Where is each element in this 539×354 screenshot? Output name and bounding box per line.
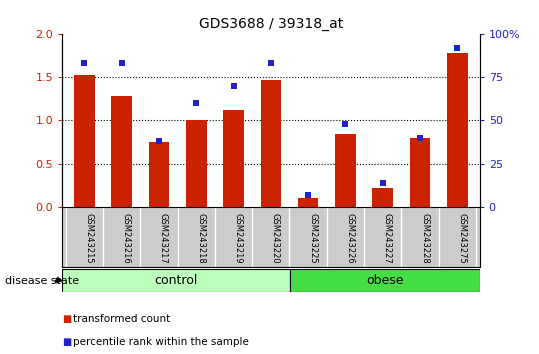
Point [453, 45, 461, 50]
Bar [112, 96, 132, 207]
Point [304, 192, 313, 198]
Point [416, 135, 424, 141]
Point [80, 60, 89, 66]
Text: percentile rank within the sample: percentile rank within the sample [73, 337, 248, 347]
Text: GSM243219: GSM243219 [233, 213, 243, 264]
Text: GSM243227: GSM243227 [383, 213, 392, 264]
Point [266, 60, 275, 66]
Point [341, 121, 350, 127]
Bar [260, 80, 281, 207]
Title: GDS3688 / 39318_at: GDS3688 / 39318_at [199, 17, 343, 31]
Text: disease state: disease state [5, 275, 80, 286]
Bar [186, 120, 206, 207]
Text: GSM243225: GSM243225 [308, 213, 317, 264]
Bar [74, 75, 95, 207]
Bar [447, 53, 468, 207]
Text: GSM243220: GSM243220 [271, 213, 280, 264]
Text: ■: ■ [62, 314, 71, 324]
Point [229, 83, 238, 88]
Text: GSM243218: GSM243218 [196, 213, 205, 264]
Text: GSM243228: GSM243228 [420, 213, 429, 264]
Text: GSM243217: GSM243217 [159, 213, 168, 264]
Bar [149, 142, 169, 207]
Point [118, 60, 126, 66]
Point [378, 180, 387, 185]
Text: GSM243275: GSM243275 [457, 213, 466, 264]
Text: transformed count: transformed count [73, 314, 170, 324]
Bar [372, 188, 393, 207]
Text: ■: ■ [62, 337, 71, 347]
Bar [290, 269, 480, 292]
Text: GSM243215: GSM243215 [85, 213, 93, 264]
Bar [62, 269, 290, 292]
Text: GSM243226: GSM243226 [345, 213, 355, 264]
Bar [410, 138, 430, 207]
Text: control: control [154, 274, 198, 287]
Point [155, 138, 163, 144]
Bar [223, 110, 244, 207]
Bar [298, 198, 319, 207]
Text: obese: obese [366, 274, 404, 287]
Text: GSM243216: GSM243216 [122, 213, 130, 264]
Bar [335, 134, 356, 207]
Point [192, 100, 201, 106]
